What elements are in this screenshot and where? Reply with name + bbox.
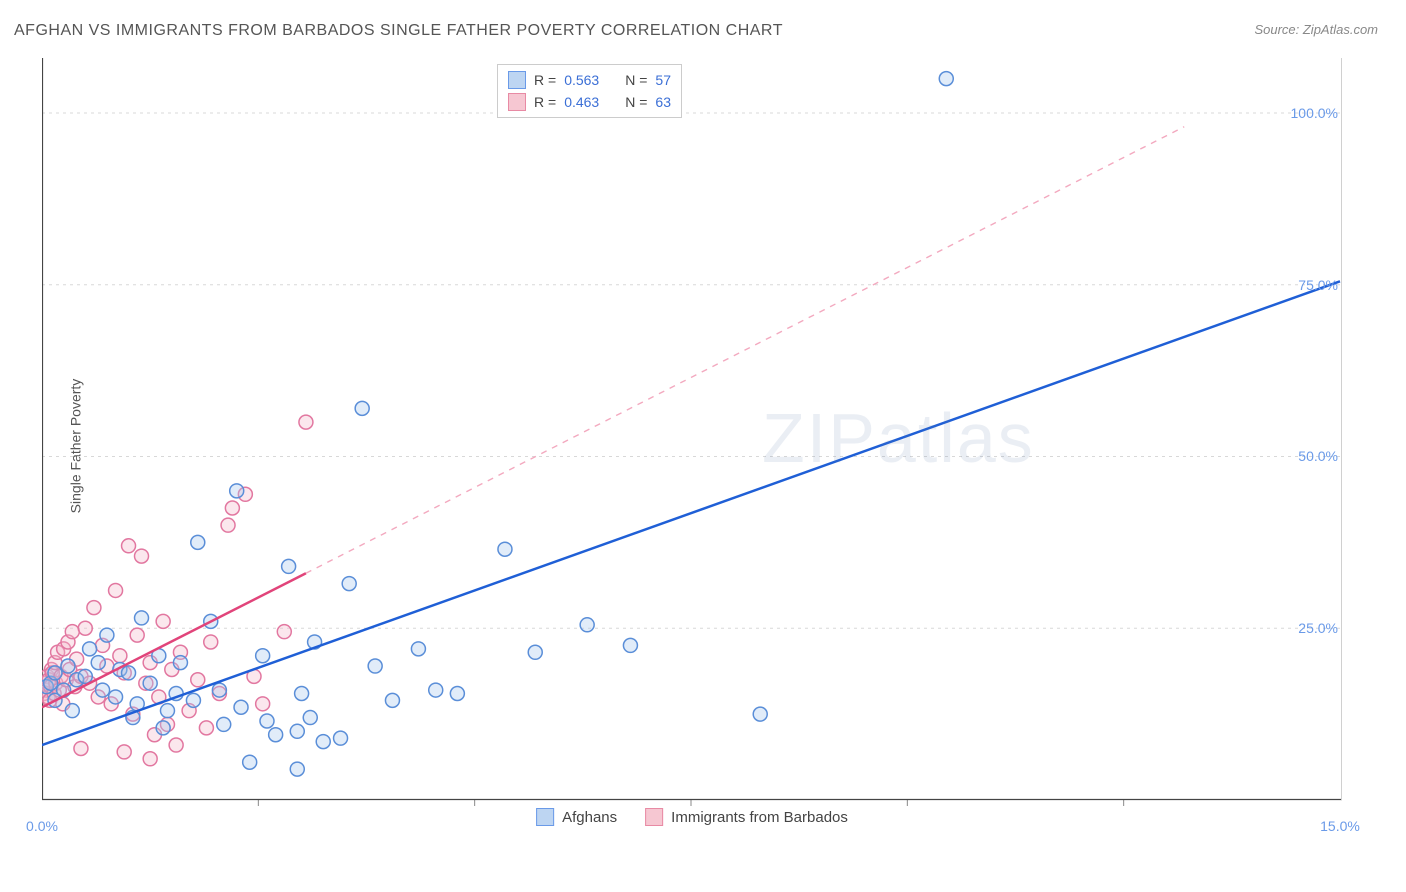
legend-label: Immigrants from Barbados (671, 809, 848, 826)
y-tick-label: 75.0% (1298, 277, 1338, 293)
x-tick-label: 0.0% (26, 818, 58, 834)
legend-swatch (508, 93, 526, 111)
r-label: R = (534, 72, 556, 88)
y-tick-label: 25.0% (1298, 620, 1338, 636)
legend-swatch (508, 71, 526, 89)
x-tick-label: 15.0% (1320, 818, 1360, 834)
legend-label: Afghans (562, 809, 617, 826)
legend-item: Immigrants from Barbados (645, 808, 848, 826)
chart-svg (42, 58, 1342, 828)
r-label: R = (534, 94, 556, 110)
legend-row: R = 0.563 N = 57 (508, 69, 671, 91)
legend-item: Afghans (536, 808, 617, 826)
series-legend: Afghans Immigrants from Barbados (536, 808, 848, 826)
r-value: 0.463 (564, 94, 599, 110)
correlation-legend: R = 0.563 N = 57 R = 0.463 N = 63 (497, 64, 682, 118)
n-label: N = (625, 94, 647, 110)
r-value: 0.563 (564, 72, 599, 88)
plot-area: ZIPatlas R = 0.563 N = 57 R = 0.463 N = … (42, 58, 1342, 828)
y-tick-label: 50.0% (1298, 448, 1338, 464)
n-value: 57 (655, 72, 671, 88)
y-tick-label: 100.0% (1291, 105, 1338, 121)
n-label: N = (625, 72, 647, 88)
chart-title: AFGHAN VS IMMIGRANTS FROM BARBADOS SINGL… (14, 22, 783, 40)
legend-swatch (536, 808, 554, 826)
legend-row: R = 0.463 N = 63 (508, 91, 671, 113)
legend-swatch (645, 808, 663, 826)
source-attribution: Source: ZipAtlas.com (1254, 22, 1378, 37)
n-value: 63 (655, 94, 671, 110)
